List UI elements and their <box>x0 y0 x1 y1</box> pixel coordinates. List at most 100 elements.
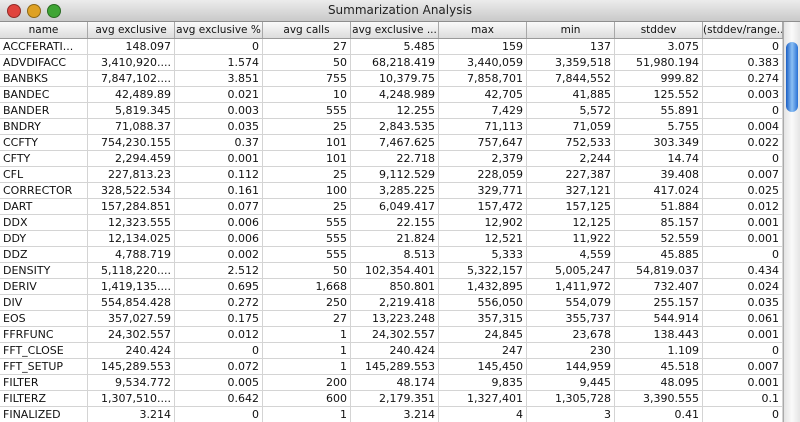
column-header[interactable]: (stddev/range... <box>703 22 783 38</box>
table-cell: 27 <box>263 311 351 327</box>
table-cell: 0.003 <box>703 87 783 103</box>
table-row[interactable]: CFL 227,813.23 0.112 25 9,112.529 228,059 227,… <box>0 167 783 183</box>
table-cell: 555 <box>263 215 351 231</box>
table-cell: 13,223.248 <box>351 311 439 327</box>
table-row[interactable]: FINALIZED 3.214 0 1 3.214 4 3 0.41 0 <box>0 407 783 422</box>
column-header[interactable]: avg exclusive % <box>175 22 263 38</box>
row-name: DERIV <box>0 279 88 295</box>
table-cell: 45.518 <box>615 359 703 375</box>
table-row[interactable]: BNDRY 71,088.37 0.035 25 2,843.535 71,113 71,0… <box>0 119 783 135</box>
table-cell: 71,113 <box>439 119 527 135</box>
table-cell: 5,005,247 <box>527 263 615 279</box>
table-cell: 9,534.772 <box>88 375 175 391</box>
table-row[interactable]: EOS 357,027.59 0.175 27 13,223.248 357,315 355… <box>0 311 783 327</box>
table-row[interactable]: CORRECTOR 328,522.534 0.161 100 3,285.225 329… <box>0 183 783 199</box>
table-cell: 255.157 <box>615 295 703 311</box>
table-cell: 25 <box>263 199 351 215</box>
table-row[interactable]: FFT_SETUP 145,289.553 0.072 1 145,289.553 145… <box>0 359 783 375</box>
table-row[interactable]: DIV 554,854.428 0.272 250 2,219.418 556,050 55… <box>0 295 783 311</box>
table-cell: 7,858,701 <box>439 71 527 87</box>
table-cell: 555 <box>263 103 351 119</box>
row-name: DDX <box>0 215 88 231</box>
table-cell: 157,125 <box>527 199 615 215</box>
table-row[interactable]: DDY 12,134.025 0.006 555 21.824 12,521 11,922 5… <box>0 231 783 247</box>
table-row[interactable]: FFT_CLOSE 240.424 0 1 240.424 247 230 1.109 0 <box>0 343 783 359</box>
table-cell: 0.007 <box>703 359 783 375</box>
table-cell: 10,379.75 <box>351 71 439 87</box>
table-row[interactable]: DDX 12,323.555 0.006 555 22.155 12,902 12,125 8… <box>0 215 783 231</box>
table-cell: 39.408 <box>615 167 703 183</box>
scrollbar[interactable] <box>783 22 800 422</box>
table-row[interactable]: FFRFUNC 24,302.557 0.012 1 24,302.557 24,845 2… <box>0 327 783 343</box>
table-cell: 5.755 <box>615 119 703 135</box>
table-row[interactable]: FILTERZ 1,307,510.... 0.642 600 2,179.351 1,3… <box>0 391 783 407</box>
column-header[interactable]: max <box>439 22 527 38</box>
table-cell: 1,432,895 <box>439 279 527 295</box>
table-body: ACCFERATI... 148.097 0 27 5.485 159 137 3.075 0 A… <box>0 39 783 422</box>
table-cell: 0.003 <box>175 103 263 119</box>
table-cell: 12,134.025 <box>88 231 175 247</box>
table-cell: 752,533 <box>527 135 615 151</box>
table-cell: 328,522.534 <box>88 183 175 199</box>
table-cell: 5,333 <box>439 247 527 263</box>
table-cell: 355,737 <box>527 311 615 327</box>
close-button[interactable] <box>7 4 21 18</box>
table-row[interactable]: CFTY 2,294.459 0.001 101 22.718 2,379 2,244 14.… <box>0 151 783 167</box>
table-cell: 3.214 <box>351 407 439 422</box>
table-cell: 9,835 <box>439 375 527 391</box>
column-header[interactable]: avg exclusive ... <box>351 22 439 38</box>
table-cell: 157,472 <box>439 199 527 215</box>
row-name: BNDRY <box>0 119 88 135</box>
table-cell: 1 <box>263 359 351 375</box>
table-row[interactable]: CCFTY 754,230.155 0.37 101 7,467.625 757,647 7… <box>0 135 783 151</box>
table-cell: 137 <box>527 39 615 55</box>
table-cell: 0.1 <box>703 391 783 407</box>
table-cell: 0.035 <box>175 119 263 135</box>
table-row[interactable]: DDZ 4,788.719 0.002 555 8.513 5,333 4,559 45.88… <box>0 247 783 263</box>
table-row[interactable]: FILTER 9,534.772 0.005 200 48.174 9,835 9,445 4… <box>0 375 783 391</box>
table-row[interactable]: ACCFERATI... 148.097 0 27 5.485 159 137 3.075 0 <box>0 39 783 55</box>
table-cell: 100 <box>263 183 351 199</box>
table-cell: 1 <box>263 407 351 422</box>
column-header[interactable]: avg calls <box>263 22 351 38</box>
table-cell: 228,059 <box>439 167 527 183</box>
table-row[interactable]: BANBKS 7,847,102.... 3.851 755 10,379.75 7,85… <box>0 71 783 87</box>
table-row[interactable]: BANDER 5,819.345 0.003 555 12.255 7,429 5,572 5… <box>0 103 783 119</box>
table-cell: 138.443 <box>615 327 703 343</box>
table-cell: 2,843.535 <box>351 119 439 135</box>
table-cell: 0.383 <box>703 55 783 71</box>
table-cell: 1,307,510.... <box>88 391 175 407</box>
table-cell: 71,059 <box>527 119 615 135</box>
row-name: FILTERZ <box>0 391 88 407</box>
table-cell: 544.914 <box>615 311 703 327</box>
table-cell: 3,390.555 <box>615 391 703 407</box>
scroll-thumb[interactable] <box>786 42 798 112</box>
table-cell: 24,845 <box>439 327 527 343</box>
table-cell: 2,294.459 <box>88 151 175 167</box>
row-name: FFT_CLOSE <box>0 343 88 359</box>
table-row[interactable]: DENSITY 5,118,220.... 2.512 50 102,354.401 5,… <box>0 263 783 279</box>
table-cell: 554,079 <box>527 295 615 311</box>
zoom-button[interactable] <box>47 4 61 18</box>
table-cell: 1,419,135.... <box>88 279 175 295</box>
row-name: DDY <box>0 231 88 247</box>
minimize-button[interactable] <box>27 4 41 18</box>
table-cell: 850.801 <box>351 279 439 295</box>
table-row[interactable]: BANDEC 42,489.89 0.021 10 4,248.989 42,705 41,… <box>0 87 783 103</box>
table-cell: 0.022 <box>703 135 783 151</box>
row-name: DART <box>0 199 88 215</box>
table-cell: 5,322,157 <box>439 263 527 279</box>
table-row[interactable]: DERIV 1,419,135.... 0.695 1,668 850.801 1,432… <box>0 279 783 295</box>
table-cell: 4,248.989 <box>351 87 439 103</box>
column-header[interactable]: avg exclusive <box>88 22 175 38</box>
table-row[interactable]: DART 157,284.851 0.077 25 6,049.417 157,472 15… <box>0 199 783 215</box>
column-header[interactable]: name <box>0 22 88 38</box>
table-cell: 3,285.225 <box>351 183 439 199</box>
column-header[interactable]: min <box>527 22 615 38</box>
column-header[interactable]: stddev <box>615 22 703 38</box>
table-row[interactable]: ADVDIFACC 3,410,920.... 1.574 50 68,218.419 3… <box>0 55 783 71</box>
table-cell: 0 <box>175 39 263 55</box>
table-cell: 12,521 <box>439 231 527 247</box>
table-header: name avg exclusive avg exclusive % avg call… <box>0 22 783 39</box>
row-name: FFT_SETUP <box>0 359 88 375</box>
